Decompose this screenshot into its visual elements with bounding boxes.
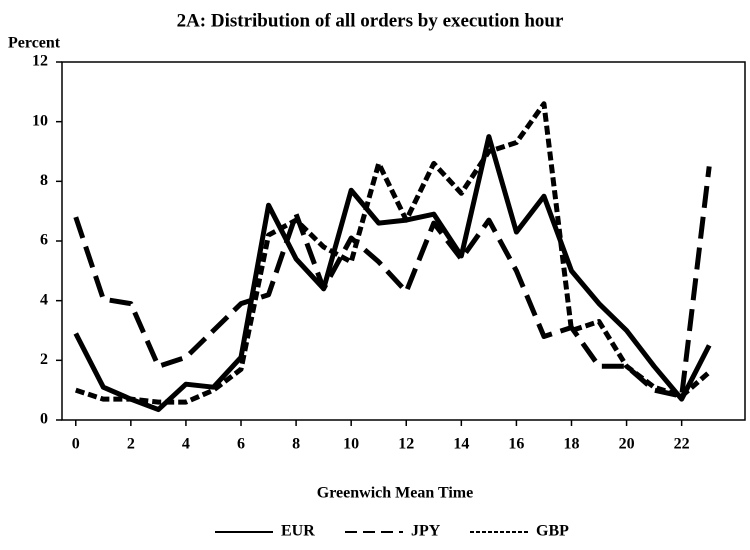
x-tick-label: 12	[398, 436, 414, 453]
x-tick-label: 4	[182, 436, 190, 453]
x-tick-label: 6	[237, 436, 245, 453]
legend-label: GBP	[536, 523, 569, 540]
y-tick-label: 12	[32, 53, 48, 70]
y-tick-label: 0	[40, 411, 48, 428]
x-tick-label: 14	[453, 436, 469, 453]
y-axis-label: Percent	[8, 35, 61, 52]
y-tick-label: 2	[40, 351, 48, 368]
y-tick-label: 6	[40, 232, 48, 249]
chart-title: 2A: Distribution of all orders by execut…	[177, 10, 564, 31]
series-line	[73, 134, 712, 413]
x-tick-label: 16	[508, 436, 524, 453]
x-tick-label: 0	[72, 436, 80, 453]
x-tick-label: 2	[127, 436, 135, 453]
series-line	[73, 166, 712, 399]
x-tick-label: 18	[563, 436, 579, 453]
y-tick-label: 10	[32, 112, 48, 129]
y-tick-label: 4	[40, 291, 48, 308]
legend-label: JPY	[411, 523, 441, 540]
x-tick-label: 20	[619, 436, 635, 453]
x-axis-label: Greenwich Mean Time	[317, 485, 473, 502]
series-line	[74, 101, 711, 405]
x-tick-label: 22	[674, 436, 690, 453]
x-tick-label: 10	[343, 436, 359, 453]
legend-label: EUR	[281, 523, 315, 540]
y-tick-label: 8	[40, 172, 48, 189]
x-tick-label: 8	[292, 436, 300, 453]
